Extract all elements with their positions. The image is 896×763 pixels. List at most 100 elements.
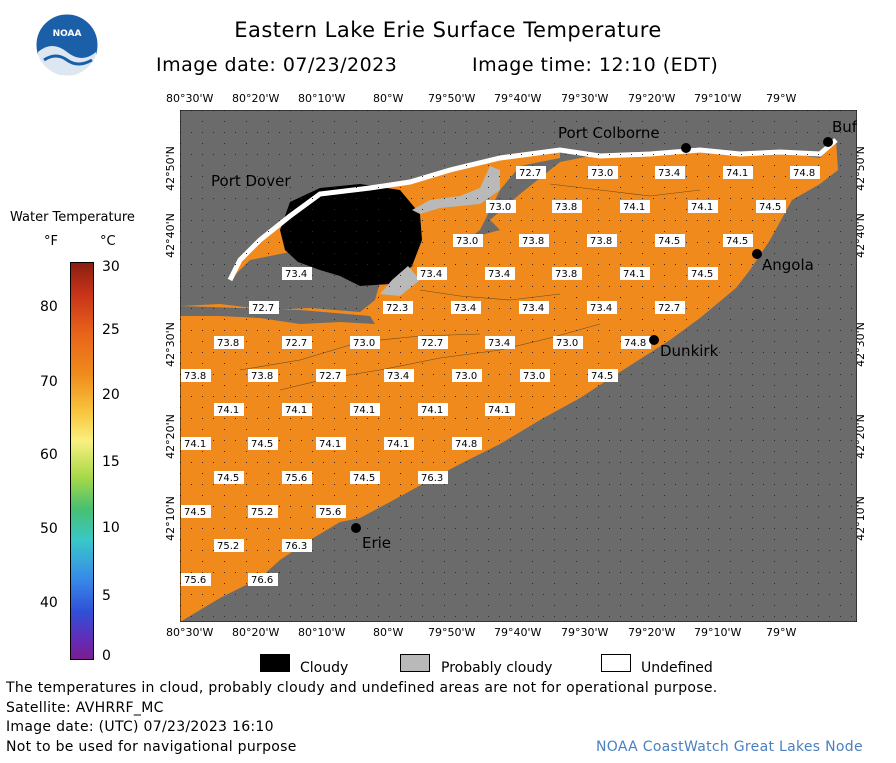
lon-label: 79°30'W (561, 626, 609, 639)
lat-label: 42°30'N (163, 322, 177, 367)
temp-label: 74.1 (384, 437, 414, 450)
temp-label: 76.6 (248, 573, 278, 586)
noaa-logo: NOAA (35, 13, 99, 77)
legend-unit-c: °C (100, 234, 116, 249)
temp-label: 73.4 (485, 267, 515, 280)
svg-text:74.1: 74.1 (488, 405, 510, 416)
lon-label: 79°30'W (561, 92, 609, 105)
svg-text:73.0: 73.0 (456, 236, 478, 247)
svg-text:74.1: 74.1 (319, 439, 341, 450)
lon-label: 79°50'W (428, 626, 476, 639)
svg-text:73.8: 73.8 (251, 371, 273, 382)
place-angola: Angola (762, 256, 814, 274)
city-marker-buffalo (823, 137, 833, 147)
temp-label: 72.7 (316, 369, 346, 382)
f-tick: 70 (40, 374, 58, 390)
f-tick: 40 (40, 595, 58, 611)
temp-label: 74.1 (620, 200, 650, 213)
svg-text:74.1: 74.1 (285, 405, 307, 416)
svg-text:76.3: 76.3 (285, 541, 307, 552)
temp-label: 73.0 (553, 336, 583, 349)
lon-label: 79°40'W (494, 92, 542, 105)
c-tick: 15 (102, 454, 120, 470)
map-title: Eastern Lake Erie Surface Temperature (234, 18, 662, 42)
lon-label: 80°W (373, 626, 404, 639)
temp-label: 73.8 (181, 369, 211, 382)
place-port-dover: Port Dover (211, 172, 291, 190)
footer-credit: NOAA CoastWatch Great Lakes Node (596, 739, 863, 755)
temp-label: 74.5 (688, 267, 718, 280)
svg-text:74.5: 74.5 (353, 473, 375, 484)
svg-text:73.4: 73.4 (488, 269, 510, 280)
svg-text:73.4: 73.4 (454, 303, 476, 314)
temp-label: 74.8 (621, 336, 651, 349)
lon-label: 80°W (373, 92, 404, 105)
swatch-cloudy (260, 654, 290, 672)
svg-text:76.3: 76.3 (421, 473, 443, 484)
svg-text:74.5: 74.5 (251, 439, 273, 450)
lon-label: 80°30'W (166, 92, 214, 105)
temp-label: 74.5 (214, 471, 244, 484)
lon-label: 80°20'W (232, 92, 280, 105)
svg-text:73.0: 73.0 (523, 371, 545, 382)
svg-text:73.8: 73.8 (555, 202, 577, 213)
f-tick: 50 (40, 521, 58, 537)
city-marker-port-colborne (681, 143, 691, 153)
svg-text:74.5: 74.5 (726, 236, 748, 247)
temp-label: 73.0 (520, 369, 550, 382)
svg-text:75.6: 75.6 (319, 507, 341, 518)
temp-label: 72.7 (249, 301, 279, 314)
city-marker-erie (351, 523, 361, 533)
lon-label: 80°10'W (298, 92, 346, 105)
svg-text:74.5: 74.5 (759, 202, 781, 213)
svg-text:75.6: 75.6 (184, 575, 206, 586)
temp-label: 74.5 (655, 234, 685, 247)
temp-label: 74.1 (282, 403, 312, 416)
svg-text:74.8: 74.8 (455, 439, 477, 450)
temp-label: 73.4 (384, 369, 414, 382)
temp-label: 74.5 (248, 437, 278, 450)
svg-text:74.1: 74.1 (421, 405, 443, 416)
temp-label: 72.7 (418, 336, 448, 349)
temp-label: 74.5 (181, 505, 211, 518)
lon-label: 80°30'W (166, 626, 214, 639)
temp-label: 72.7 (655, 301, 685, 314)
svg-text:73.0: 73.0 (455, 371, 477, 382)
svg-text:72.7: 72.7 (519, 168, 541, 179)
svg-text:74.1: 74.1 (623, 202, 645, 213)
svg-text:74.5: 74.5 (591, 371, 613, 382)
temp-label: 73.4 (655, 166, 685, 179)
temperature-labels: 72.7 73.0 73.4 74.1 74.8 73.0 73.8 74.1 … (181, 166, 820, 586)
temp-label: 73.4 (587, 301, 617, 314)
temp-label: 73.0 (588, 166, 618, 179)
svg-text:73.8: 73.8 (184, 371, 206, 382)
temp-label: 73.8 (552, 200, 582, 213)
lon-label: 79°W (766, 626, 797, 639)
temp-label: 74.1 (316, 437, 346, 450)
lat-label: 42°40'N (163, 213, 177, 258)
svg-text:72.3: 72.3 (386, 303, 408, 314)
svg-text:74.1: 74.1 (387, 439, 409, 450)
svg-text:73.4: 73.4 (420, 269, 442, 280)
temp-label: 73.8 (552, 267, 582, 280)
footer-nav-warning: Not to be used for navigational purpose (6, 739, 297, 755)
svg-text:73.0: 73.0 (556, 338, 578, 349)
swatch-undefined (601, 654, 631, 672)
svg-text:73.0: 73.0 (353, 338, 375, 349)
svg-text:73.4: 73.4 (387, 371, 409, 382)
temp-label: 74.1 (620, 267, 650, 280)
temp-label: 74.1 (214, 403, 244, 416)
svg-text:75.2: 75.2 (217, 541, 239, 552)
temp-label: 74.5 (756, 200, 786, 213)
svg-text:73.4: 73.4 (488, 338, 510, 349)
temp-label: 73.4 (417, 267, 447, 280)
lat-label: 42°20'N (163, 414, 177, 459)
svg-text:73.4: 73.4 (522, 303, 544, 314)
footer-satellite: Satellite: AVHRRF_MC (6, 700, 164, 716)
temp-label: 72.7 (516, 166, 546, 179)
svg-text:73.4: 73.4 (590, 303, 612, 314)
svg-text:72.7: 72.7 (658, 303, 680, 314)
temp-label: 74.5 (588, 369, 618, 382)
lon-label: 79°40'W (494, 626, 542, 639)
temp-label: 73.0 (350, 336, 380, 349)
